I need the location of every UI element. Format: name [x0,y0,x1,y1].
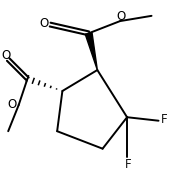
Text: O: O [1,49,10,62]
Text: F: F [125,158,131,171]
Text: O: O [7,98,17,111]
Text: F: F [161,113,167,126]
Text: O: O [39,17,49,30]
Polygon shape [85,33,97,70]
Text: O: O [116,10,125,23]
